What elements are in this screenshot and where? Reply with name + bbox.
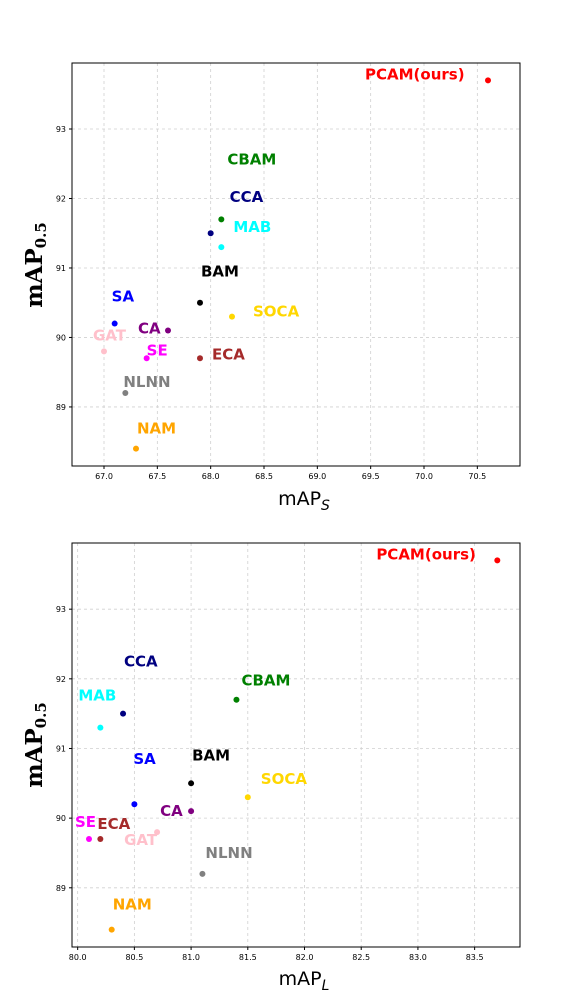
x-tick-label: 80.5 xyxy=(125,953,143,962)
x-axis-label-base: mAP xyxy=(278,488,321,510)
y-axis-label-base: mAP xyxy=(21,248,48,307)
x-axis-label-base: mAP xyxy=(279,968,322,990)
point-label: PCAM(ours) xyxy=(376,545,476,563)
x-axis-label-subscript: L xyxy=(322,978,330,994)
point-bam xyxy=(188,780,195,787)
point-sa xyxy=(131,801,138,808)
x-tick-label: 67.0 xyxy=(95,472,113,481)
point-label: CA xyxy=(160,802,183,820)
point-nlnn xyxy=(122,390,129,397)
point-label: CA xyxy=(138,320,161,338)
point-label: CCA xyxy=(124,653,158,671)
x-tick-label: 83.5 xyxy=(466,953,484,962)
y-tick-label: 90 xyxy=(56,333,66,342)
point-label: CBAM xyxy=(241,672,290,690)
x-axis-label: mAPS xyxy=(278,488,330,514)
y-axis-label: mAP0.5 xyxy=(21,222,50,308)
y-tick-label: 92 xyxy=(56,675,66,684)
point-eca xyxy=(197,355,203,362)
point-label: SOCA xyxy=(261,770,308,788)
point-label: CCA xyxy=(230,188,264,206)
y-axis-label-subscript: 0.5 xyxy=(32,222,50,248)
point-label: ECA xyxy=(97,815,130,833)
point-label: BAM xyxy=(192,746,230,764)
x-tick-label: 70.5 xyxy=(468,472,486,481)
point-label: SE xyxy=(75,813,96,831)
point-label: SA xyxy=(112,288,135,306)
point-cbam xyxy=(233,696,240,703)
y-axis-label-base: mAP xyxy=(21,728,48,787)
scatter-panel-1: 67.0 67.5 68.0 68.5 69.0 69.5 70.0 70.5 89 90 91 92… xyxy=(21,62,521,514)
y-axis-label: mAP0.5 xyxy=(21,702,50,788)
y-tick-label: 89 xyxy=(56,403,66,412)
point-label: MAB xyxy=(78,687,116,705)
point-mab xyxy=(218,244,225,251)
point-label: CBAM xyxy=(227,150,276,168)
y-tick-label: 93 xyxy=(56,605,66,614)
x-axis-label-subscript: S xyxy=(321,498,330,514)
point-cca xyxy=(207,230,214,237)
y-tick-label: 91 xyxy=(56,264,66,273)
point-label: MAB xyxy=(233,218,271,236)
point-se xyxy=(86,836,93,843)
point-ca xyxy=(165,327,171,334)
point-se xyxy=(143,355,150,362)
x-tick-label: 83.0 xyxy=(409,953,427,962)
point-label: NLNN xyxy=(205,844,252,862)
point-bam xyxy=(197,299,203,306)
x-tick-label: 68.5 xyxy=(255,472,273,481)
point-eca xyxy=(97,836,104,843)
point-label: NAM xyxy=(137,420,176,438)
point-sa xyxy=(111,320,118,327)
x-tick-label: 80.0 xyxy=(69,953,87,962)
x-tick-label: 68.0 xyxy=(202,472,220,481)
x-tick-label: 69.5 xyxy=(362,472,380,481)
point-nam xyxy=(133,445,139,452)
plot-area-frame xyxy=(71,542,521,948)
point-label: NAM xyxy=(113,896,152,914)
x-tick-label: 81.0 xyxy=(182,953,200,962)
point-label: PCAM(ours) xyxy=(365,65,465,83)
x-tick-label: 82.5 xyxy=(352,953,370,962)
scatter-panel-2: 80.0 80.5 81.0 81.5 82.0 82.5 83.0 83.5 89 90 91 92… xyxy=(21,542,521,994)
point-soca xyxy=(229,313,235,320)
point-cbam xyxy=(218,216,225,223)
y-tick-label: 89 xyxy=(56,884,66,893)
point-nam xyxy=(108,926,115,933)
x-tick-label: 70.0 xyxy=(415,472,433,481)
x-axis-label: mAPL xyxy=(279,968,330,994)
point-label: ECA xyxy=(212,345,245,363)
plot-area-frame xyxy=(71,62,521,467)
y-tick-label: 90 xyxy=(56,814,66,823)
point-nlnn xyxy=(199,870,206,877)
point-pcam-ours xyxy=(485,77,491,84)
point-label: SE xyxy=(147,341,168,359)
point-gat xyxy=(101,348,107,355)
point-pcam-ours xyxy=(494,557,501,564)
y-tick-label: 92 xyxy=(56,194,66,203)
point-label: GAT xyxy=(124,831,158,849)
y-axis-label-subscript: 0.5 xyxy=(32,702,50,728)
point-label: BAM xyxy=(201,263,239,281)
x-tick-label: 69.0 xyxy=(308,472,326,481)
x-tick-label: 67.5 xyxy=(148,472,166,481)
point-label: SOCA xyxy=(253,303,300,321)
x-tick-label: 82.0 xyxy=(296,953,314,962)
point-label: SA xyxy=(133,750,156,768)
point-gat xyxy=(154,829,161,836)
point-soca xyxy=(244,794,251,801)
y-tick-label: 91 xyxy=(56,744,66,753)
point-mab xyxy=(97,724,104,731)
point-label: NLNN xyxy=(123,373,170,391)
point-label: GAT xyxy=(93,326,127,344)
point-cca xyxy=(120,710,127,717)
point-ca xyxy=(188,808,195,815)
x-tick-label: 81.5 xyxy=(239,953,257,962)
y-tick-label: 93 xyxy=(56,125,66,134)
